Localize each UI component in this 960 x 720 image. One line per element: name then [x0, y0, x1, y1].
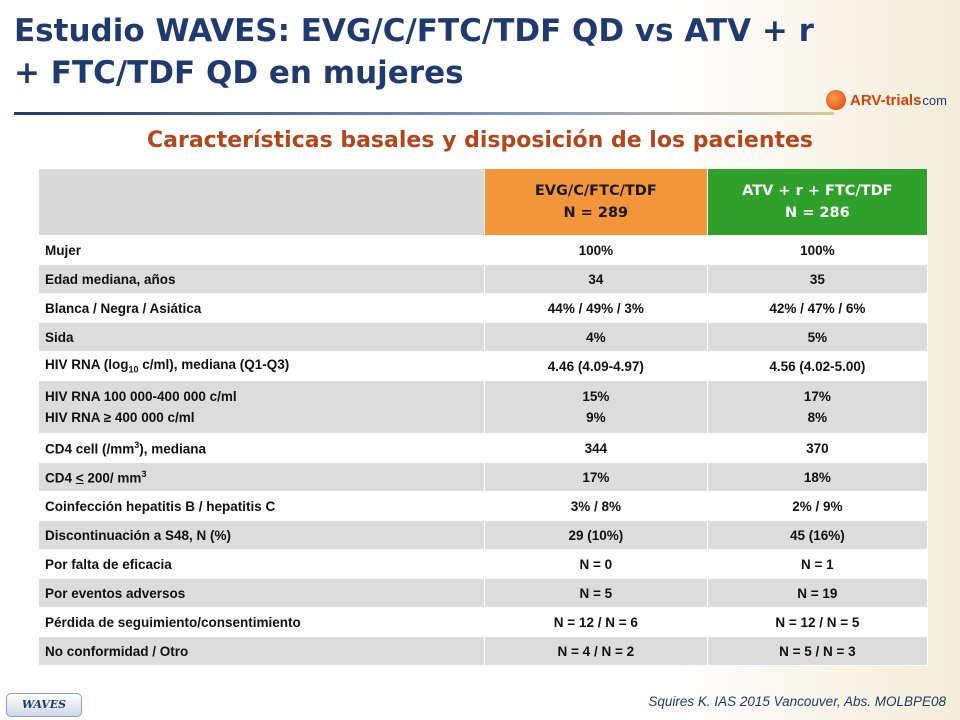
row-label-part: HIV RNA (log — [45, 357, 129, 373]
table-row: Por eventos adversos N = 5 N = 19 — [38, 578, 929, 608]
row-label: CD4 cell (/mm3), mediana — [38, 433, 485, 463]
header-atv-n: N = 286 — [785, 205, 850, 221]
header-atv-arm: ATV + r + FTC/TDF N = 286 — [706, 168, 929, 236]
row-label-line: HIV RNA ≥ 400 000 c/ml — [45, 410, 195, 425]
row-label-part: CD4 cell (/mm — [45, 441, 135, 457]
row-label: Pérdida de seguimiento/consentimiento — [38, 607, 485, 637]
row-value-evg: N = 0 — [483, 549, 708, 579]
row-value-atv: 370 — [706, 433, 929, 463]
row-label-part: CD4 — [45, 470, 76, 486]
row-label-part: c/ml), mediana (Q1-Q3) — [138, 357, 290, 373]
row-value-evg: 344 — [483, 433, 708, 463]
table-row: CD4 < 200/ mm3 17% 18% — [38, 462, 929, 492]
table-row: CD4 cell (/mm3), mediana 344 370 — [38, 433, 929, 463]
title-line-1: Estudio WAVES: EVG/C/FTC/TDF QD vs ATV +… — [14, 13, 814, 49]
row-value-atv: 42% / 47% / 6% — [706, 293, 929, 323]
table-row: Discontinuación a S48, N (%) 29 (10%) 45… — [38, 520, 929, 550]
row-value-atv: 35 — [706, 264, 929, 294]
row-value-line: 15% — [582, 389, 610, 404]
header-evg-n: N = 289 — [563, 205, 629, 221]
row-label: Coinfección hepatitis B / hepatitis C — [38, 491, 485, 521]
table-row: Por falta de eficacia N = 0 N = 1 — [38, 549, 929, 579]
row-value-evg: 34 — [483, 264, 708, 294]
row-label-part: 200/ mm — [83, 470, 142, 486]
logo-text-main: ARV-trials — [850, 91, 922, 109]
table-row: Pérdida de seguimiento/consentimiento N … — [38, 607, 929, 637]
table-row: HIV RNA (log10 c/ml), mediana (Q1-Q3) 4.… — [38, 351, 929, 381]
row-value-line: 17% — [803, 389, 831, 404]
row-label-part: ), mediana — [139, 441, 207, 457]
citation-text: Squires K. IAS 2015 Vancouver, Abs. MOLB… — [648, 694, 946, 709]
row-label-superscript: 3 — [141, 468, 147, 479]
row-value-atv: 45 (16%) — [706, 520, 929, 550]
study-tag-badge: WAVES — [6, 693, 82, 717]
row-value-evg: N = 4 / N = 2 — [483, 636, 708, 666]
table-row: Sida 4% 5% — [38, 322, 929, 352]
header-evg-regimen: EVG/C/FTC/TDF — [534, 183, 657, 199]
row-label: Por falta de eficacia — [38, 549, 485, 579]
row-label-underlined: < — [75, 470, 84, 486]
header-blank-cell — [38, 168, 485, 236]
table-row: Coinfección hepatitis B / hepatitis C 3%… — [38, 491, 929, 521]
row-label: HIV RNA 100 000-400 000 c/ml HIV RNA ≥ 4… — [38, 380, 485, 434]
row-label: Por eventos adversos — [38, 578, 485, 608]
slide-title: Estudio WAVES: EVG/C/FTC/TDF QD vs ATV +… — [14, 10, 914, 94]
row-label-superscript: 3 — [134, 439, 140, 450]
slide-subtitle: Características basales y disposición de… — [146, 128, 814, 153]
row-value-line: 8% — [807, 410, 828, 425]
row-value-atv: 5% — [706, 322, 929, 352]
row-value-evg: 44% / 49% / 3% — [483, 293, 708, 323]
title-divider — [14, 112, 834, 115]
header-evg-arm: EVG/C/FTC/TDF N = 289 — [483, 168, 708, 236]
row-value-evg: N = 12 / N = 6 — [483, 607, 708, 637]
row-label: Blanca / Negra / Asiática — [38, 293, 485, 323]
logo-text-suffix: com — [922, 92, 947, 108]
table-row: Blanca / Negra / Asiática 44% / 49% / 3%… — [38, 293, 929, 323]
row-label: No conformidad / Otro — [38, 636, 485, 666]
table-header-row: EVG/C/FTC/TDF N = 289 ATV + r + FTC/TDF … — [38, 168, 929, 236]
row-label: Sida — [38, 322, 485, 352]
arv-trials-logo: ARV-trials com — [826, 86, 947, 114]
row-value-evg: 100% — [483, 235, 708, 265]
row-value-line: 9% — [586, 410, 606, 425]
row-value-atv: 18% — [706, 462, 929, 492]
row-value-evg: N = 5 — [483, 578, 708, 608]
row-value-atv: N = 19 — [706, 578, 929, 608]
header-atv-regimen: ATV + r + FTC/TDF — [742, 183, 893, 199]
table-row: Edad mediana, años 34 35 — [38, 264, 929, 294]
row-value-evg: 17% — [483, 462, 708, 492]
row-value-evg: 4.46 (4.09-4.97) — [483, 351, 708, 381]
row-value-evg: 4% — [483, 322, 708, 352]
table-row: No conformidad / Otro N = 4 / N = 2 N = … — [38, 636, 929, 666]
row-value-atv: N = 5 / N = 3 — [706, 636, 929, 666]
baseline-characteristics-table: EVG/C/FTC/TDF N = 289 ATV + r + FTC/TDF … — [38, 168, 929, 666]
row-label: CD4 < 200/ mm3 — [38, 462, 485, 492]
row-value-atv: 2% / 9% — [706, 491, 929, 521]
row-value-atv: 100% — [706, 235, 929, 265]
row-label: HIV RNA (log10 c/ml), mediana (Q1-Q3) — [38, 351, 485, 381]
row-label: Discontinuación a S48, N (%) — [38, 520, 485, 550]
row-value-evg: 3% / 8% — [483, 491, 708, 521]
row-label-line: HIV RNA 100 000-400 000 c/ml — [45, 389, 237, 404]
row-value-atv: N = 12 / N = 5 — [706, 607, 929, 637]
table-row: Mujer 100% 100% — [38, 235, 929, 265]
row-label-subscript: 10 — [128, 364, 139, 375]
row-label: Edad mediana, años — [38, 264, 485, 294]
row-value-atv: N = 1 — [706, 549, 929, 579]
row-value-evg: 15% 9% — [483, 380, 708, 434]
row-value-atv: 4.56 (4.02-5.00) — [706, 351, 929, 381]
logo-globe-icon — [826, 90, 846, 110]
title-line-2: + FTC/TDF QD en mujeres — [14, 55, 464, 91]
row-value-atv: 17% 8% — [706, 380, 929, 434]
table-row: HIV RNA 100 000-400 000 c/ml HIV RNA ≥ 4… — [38, 380, 929, 434]
row-value-evg: 29 (10%) — [483, 520, 708, 550]
row-label: Mujer — [38, 235, 485, 265]
